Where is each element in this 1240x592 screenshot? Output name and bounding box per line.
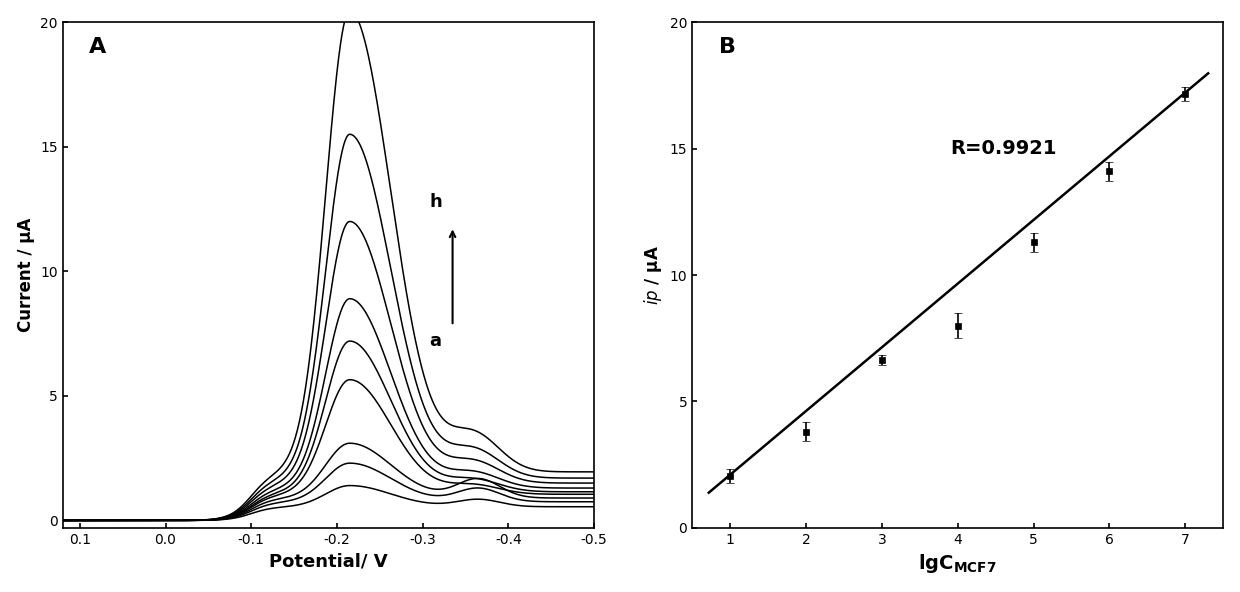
Text: a: a [429, 332, 441, 350]
Text: A: A [89, 37, 107, 57]
Y-axis label: Current / μA: Current / μA [16, 218, 35, 332]
Y-axis label: $\mathit{ip}$ / μA: $\mathit{ip}$ / μA [642, 245, 665, 305]
Text: R=0.9921: R=0.9921 [950, 139, 1056, 157]
X-axis label: lgC$_{\mathbf{MCF7}}$: lgC$_{\mathbf{MCF7}}$ [919, 552, 997, 575]
Text: h: h [429, 192, 441, 211]
X-axis label: Potential/ V: Potential/ V [269, 552, 388, 570]
Text: B: B [719, 37, 735, 57]
